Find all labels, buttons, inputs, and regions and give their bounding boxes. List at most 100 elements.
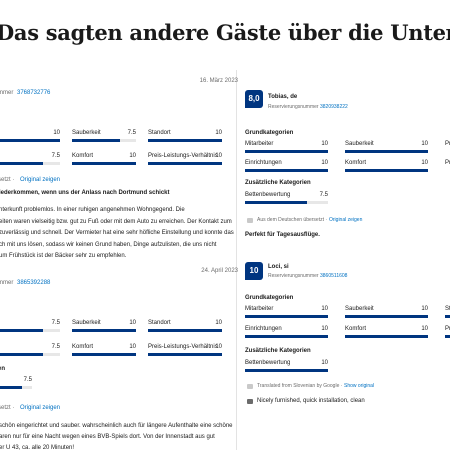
original-link[interactable]: Original zeigen bbox=[20, 177, 61, 183]
rating-label: Preis-Leistungs-Verhältnis bbox=[445, 326, 450, 332]
review-date: 16. März 2023 bbox=[199, 78, 238, 84]
rating-label: Komfort bbox=[345, 326, 367, 332]
rating-bar bbox=[148, 139, 222, 142]
review-text: ch mit uns lösen, sodass wir keinen Grun… bbox=[0, 241, 217, 248]
original-link[interactable]: Original zeigen bbox=[329, 217, 363, 223]
rating-bar bbox=[0, 386, 22, 389]
rating-value: 10 bbox=[215, 153, 222, 159]
rating-value: 10 bbox=[129, 320, 136, 326]
reviewer-name: Loci, si bbox=[268, 264, 289, 270]
rating-label: Sauberkeit bbox=[345, 306, 374, 312]
rating-bar bbox=[345, 315, 428, 318]
reservation-label: Reservierungsnummer bbox=[268, 104, 319, 110]
extra-heading: Zusätzliche Kategorien bbox=[245, 180, 311, 186]
rating-bar bbox=[245, 315, 328, 318]
rating-track bbox=[245, 169, 328, 172]
reviewer-name: Tobias, de bbox=[268, 94, 298, 100]
rating-value: 7.5 bbox=[23, 377, 32, 383]
translation-note: setzt · bbox=[0, 177, 15, 183]
rating-bar bbox=[0, 329, 43, 332]
rating-bar bbox=[148, 162, 222, 165]
rating-track bbox=[345, 169, 428, 172]
rating-bar bbox=[345, 150, 428, 153]
rating-bar bbox=[148, 329, 222, 332]
extra-heading: Zusätzliche Kategorien bbox=[245, 348, 311, 354]
reservation-number[interactable]: 3768732776 bbox=[17, 90, 51, 96]
reservation-number[interactable]: 3860511608 bbox=[320, 273, 348, 279]
rating-bar bbox=[245, 201, 308, 204]
rating-value: 10 bbox=[215, 344, 222, 350]
rating-track bbox=[0, 353, 60, 356]
rating-track bbox=[445, 335, 450, 338]
rating-value: 7.5 bbox=[127, 130, 136, 136]
score-badge: 10 bbox=[245, 262, 263, 280]
page-title: Das sagten andere Gäste über die Unterku… bbox=[0, 20, 450, 45]
rating-value: 7.5 bbox=[51, 344, 60, 350]
rating-track bbox=[0, 329, 60, 332]
rating-bar bbox=[72, 162, 136, 165]
rating-label: Standort bbox=[148, 130, 171, 136]
rating-value: 7.5 bbox=[319, 192, 328, 198]
rating-track bbox=[72, 139, 136, 142]
review-text: zuverlässig und schnell. Der Vermieter h… bbox=[0, 230, 234, 236]
rating-value: 10 bbox=[321, 306, 328, 312]
rating-bar bbox=[445, 315, 450, 318]
rating-bar bbox=[345, 335, 428, 338]
rating-label: Sauberkeit bbox=[345, 141, 374, 147]
rating-label: Sauberkeit bbox=[72, 130, 101, 136]
review-text: Nicely furnished, quick installation, cl… bbox=[257, 398, 365, 404]
rating-bar bbox=[72, 353, 136, 356]
rating-label: Sauberkeit bbox=[72, 320, 101, 326]
rating-bar bbox=[148, 353, 222, 356]
rating-bar bbox=[245, 169, 328, 172]
rating-track bbox=[0, 162, 60, 165]
base-heading: Grundkategorien bbox=[245, 130, 294, 136]
column-divider bbox=[236, 70, 237, 450]
rating-value: 10 bbox=[321, 141, 328, 147]
rating-bar bbox=[345, 169, 428, 172]
reservation-number[interactable]: 3820938222 bbox=[320, 104, 348, 110]
rating-bar bbox=[72, 139, 120, 142]
rating-value: 10 bbox=[129, 153, 136, 159]
rating-track bbox=[148, 329, 222, 332]
reservation-label: mmer bbox=[0, 90, 14, 96]
thumbs-up-icon bbox=[247, 399, 253, 404]
rating-value: 10 bbox=[215, 130, 222, 136]
rating-label: Preis-Leistungs-Verhältnis bbox=[148, 344, 218, 350]
rating-bar bbox=[0, 353, 43, 356]
rating-label: Komfort bbox=[345, 160, 367, 166]
base-heading: Grundkategorien bbox=[245, 295, 294, 301]
rating-value: 10 bbox=[215, 320, 222, 326]
reservation-number[interactable]: 3865392288 bbox=[17, 280, 51, 286]
rating-label: Einrichtungen bbox=[245, 326, 282, 332]
rating-value: 7.5 bbox=[51, 153, 60, 159]
rating-value: 10 bbox=[321, 160, 328, 166]
rating-track bbox=[245, 150, 328, 153]
rating-label: Bettenbewertung bbox=[245, 360, 291, 366]
rating-bar bbox=[245, 335, 328, 338]
rating-value: 10 bbox=[421, 141, 428, 147]
rating-track bbox=[0, 139, 60, 142]
translate-icon bbox=[247, 384, 253, 389]
rating-bar bbox=[0, 139, 60, 142]
rating-track bbox=[345, 315, 428, 318]
rating-label: Standort bbox=[445, 306, 450, 312]
rating-label: Mitarbeiter bbox=[245, 141, 274, 147]
rating-bar bbox=[0, 162, 43, 165]
rating-label: Preis-L bbox=[445, 160, 450, 166]
extra-heading: en bbox=[0, 366, 6, 372]
rating-track bbox=[445, 315, 450, 318]
reservation-label: mmer bbox=[0, 280, 14, 286]
rating-track bbox=[72, 353, 136, 356]
rating-track bbox=[148, 162, 222, 165]
translate-icon bbox=[247, 218, 253, 223]
translation-note: Translated from Slovenian by Google · bbox=[257, 383, 343, 389]
original-link[interactable]: Show original bbox=[344, 383, 375, 389]
rating-track bbox=[0, 386, 32, 389]
rating-track bbox=[72, 329, 136, 332]
review-text: nterkunft problemlos. In einer ruhigen a… bbox=[0, 207, 185, 213]
rating-label: Preis-L bbox=[445, 141, 450, 147]
review-text: schön eingerichtet und sauber. wahrschei… bbox=[0, 423, 233, 429]
original-link[interactable]: Original zeigen bbox=[20, 405, 61, 411]
